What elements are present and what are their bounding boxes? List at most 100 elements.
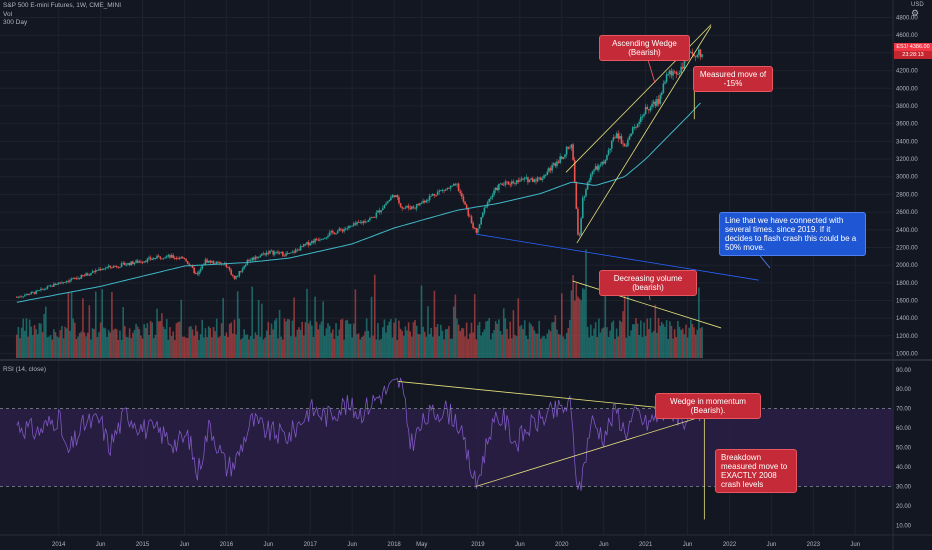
candle-body bbox=[652, 101, 655, 104]
decreasing-volume-callout[interactable]: Decreasing volume (bearish) bbox=[599, 270, 697, 296]
volume-bar bbox=[15, 334, 18, 358]
price-tag: ES1! 4386.00 bbox=[894, 43, 932, 51]
volume-bar bbox=[162, 326, 165, 358]
volume-bar bbox=[107, 330, 110, 358]
volume-bar bbox=[559, 334, 561, 358]
candle-body bbox=[265, 252, 268, 255]
wedge-momentum-callout[interactable]: Wedge in momentum (Bearish). bbox=[655, 393, 761, 419]
volume-bar bbox=[502, 308, 505, 358]
candle-body bbox=[699, 49, 702, 57]
gear-icon[interactable]: ⚙ bbox=[910, 8, 920, 18]
volume-bar bbox=[190, 326, 192, 358]
candle-body bbox=[461, 193, 463, 197]
candle-body bbox=[122, 262, 124, 264]
time-tick-label: Jun bbox=[683, 542, 693, 548]
candle-body bbox=[691, 51, 694, 55]
candle-body bbox=[673, 71, 676, 73]
measured-move-callout[interactable]: Measured move of -15% bbox=[693, 66, 773, 92]
volume-bar bbox=[36, 334, 39, 358]
trendline-note-callout[interactable]: Line that we have connected with several… bbox=[719, 212, 866, 256]
volume-bar bbox=[80, 331, 83, 358]
volume-bar bbox=[393, 322, 395, 358]
candle-body bbox=[540, 177, 542, 181]
volume-bar bbox=[59, 330, 62, 358]
breakdown-note-callout[interactable]: Breakdown measured move to EXACTLY 2008 … bbox=[715, 449, 797, 493]
candle-body bbox=[406, 205, 408, 208]
volume-bar bbox=[67, 292, 70, 358]
currency-label[interactable]: USD bbox=[911, 2, 924, 8]
candle-body bbox=[383, 205, 386, 209]
candle-body bbox=[585, 189, 587, 197]
volume-bar bbox=[694, 334, 697, 358]
volume-bar bbox=[588, 337, 591, 358]
volume-bar bbox=[383, 319, 386, 358]
candle-body bbox=[411, 206, 413, 209]
candle-body bbox=[359, 222, 362, 224]
candle-body bbox=[527, 177, 529, 183]
price-tick-label: 2800.00 bbox=[896, 192, 918, 198]
volume-bar bbox=[664, 326, 666, 358]
candle-body bbox=[269, 250, 271, 254]
volume-bar bbox=[677, 321, 679, 358]
volume-bar bbox=[612, 320, 615, 358]
candle-body bbox=[391, 195, 394, 198]
volume-bar bbox=[688, 327, 690, 358]
volume-bar bbox=[449, 338, 452, 358]
candle-body bbox=[330, 231, 333, 233]
volume-bar bbox=[64, 326, 66, 358]
candle-body bbox=[86, 273, 89, 276]
volume-bar bbox=[391, 337, 394, 358]
volume-bar bbox=[194, 325, 197, 358]
volume-bar bbox=[377, 323, 379, 358]
rsi-axis[interactable]: 10.00 20.00 30.00 40.00 50.00 60.00 70.00 80.00… bbox=[896, 368, 912, 530]
volume-bar bbox=[146, 323, 149, 358]
candle-body bbox=[551, 164, 553, 171]
support-trendline bbox=[476, 233, 759, 281]
candle-body bbox=[554, 163, 557, 167]
price-axis[interactable]: 1000.00 1200.00 1400.00 1600.00 1800.00 2000.… bbox=[896, 16, 918, 358]
candle-body bbox=[191, 265, 194, 268]
candle-body bbox=[186, 261, 189, 264]
candle-body bbox=[341, 229, 344, 232]
candle-body bbox=[296, 249, 299, 251]
volume-bar bbox=[590, 324, 592, 358]
candle-body bbox=[178, 258, 181, 259]
volume-bar bbox=[311, 325, 313, 358]
candle-body bbox=[538, 177, 541, 179]
time-axis[interactable]: 2014 Jun 2015 Jun 2016 Jun 2017 Jun 2018 May 2019 J… bbox=[52, 542, 860, 548]
candle-body bbox=[103, 268, 105, 270]
volume-bar bbox=[619, 320, 621, 358]
candle-body bbox=[369, 218, 371, 221]
volume-bar bbox=[211, 337, 213, 358]
candle-body bbox=[65, 281, 68, 283]
candle-body bbox=[419, 203, 421, 206]
candle-body bbox=[620, 136, 623, 144]
candle-body bbox=[678, 72, 681, 74]
candle-body bbox=[380, 210, 382, 213]
volume-bar bbox=[220, 323, 223, 358]
candle-body bbox=[267, 252, 270, 254]
volume-bar bbox=[93, 329, 95, 358]
volume-bar bbox=[272, 329, 274, 358]
candle-body bbox=[125, 264, 128, 266]
candle-body bbox=[669, 70, 671, 75]
candle-body bbox=[302, 244, 305, 247]
volume-bar bbox=[99, 322, 102, 358]
candle-body bbox=[422, 200, 424, 203]
candle-body bbox=[609, 148, 611, 150]
candle-body bbox=[141, 262, 144, 263]
ascending-wedge-callout[interactable]: Ascending Wedge (Bearish) bbox=[599, 35, 690, 61]
candle-body bbox=[396, 195, 399, 198]
volume-bar bbox=[244, 334, 247, 358]
volume-bar bbox=[669, 321, 671, 358]
volume-bar bbox=[169, 327, 171, 358]
volume-bar bbox=[522, 328, 524, 358]
candle-body bbox=[667, 74, 670, 75]
candle-body bbox=[283, 255, 286, 257]
volume-bar bbox=[320, 321, 323, 358]
wedge-lower-line bbox=[576, 26, 712, 244]
volume-bar bbox=[631, 324, 634, 358]
volume-bar bbox=[309, 320, 312, 358]
volume-bar bbox=[580, 300, 582, 358]
